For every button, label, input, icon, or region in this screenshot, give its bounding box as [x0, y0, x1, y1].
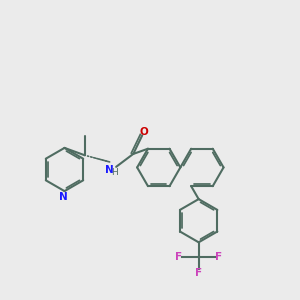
Text: N: N [105, 165, 114, 175]
Text: F: F [175, 252, 182, 262]
Text: F: F [215, 252, 222, 262]
Text: O: O [140, 127, 148, 137]
Text: F: F [195, 268, 202, 278]
Text: H: H [111, 168, 118, 177]
Text: N: N [58, 191, 68, 202]
